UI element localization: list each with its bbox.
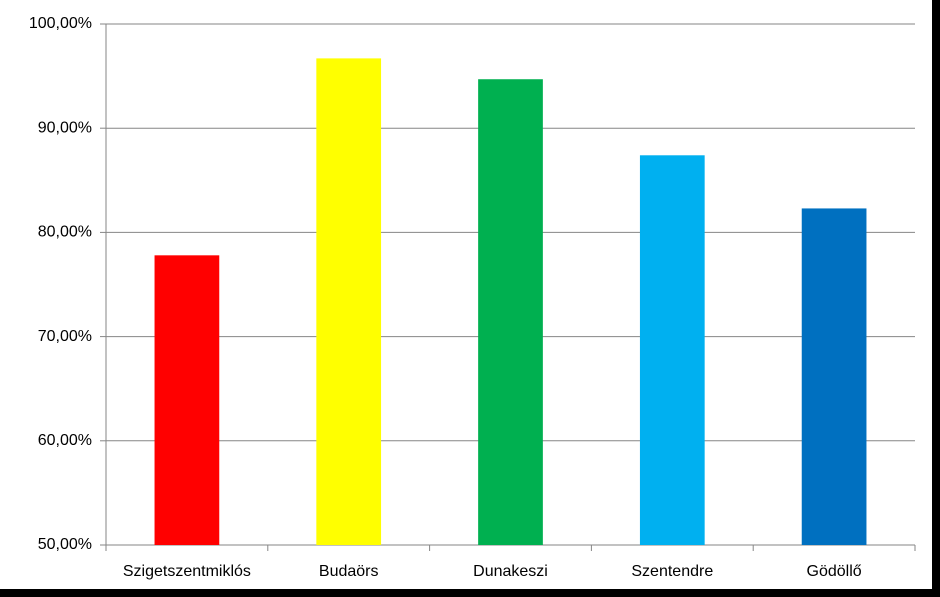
x-tick-label: Szentendre [631,563,713,580]
bar [639,155,705,546]
bar [478,79,543,545]
x-tick-label: Szigetszentmiklós [123,563,251,580]
bar [801,208,867,545]
y-tick-label: 70,00% [38,328,92,345]
chart-area [0,0,932,589]
x-tick-label: Dunakeszi [473,563,548,580]
bar [316,58,382,546]
bar [154,255,220,545]
y-tick-label: 80,00% [38,224,92,241]
y-tick-label: 100,00% [29,15,92,32]
y-tick-label: 90,00% [38,119,92,136]
y-tick-label: 50,00% [38,536,92,553]
y-tick-label: 60,00% [38,432,92,449]
x-tick-label: Budaörs [319,563,379,580]
x-tick-label: Gödöllő [807,563,862,580]
